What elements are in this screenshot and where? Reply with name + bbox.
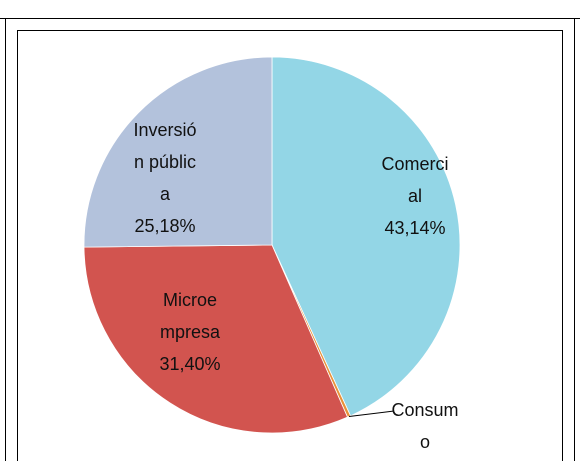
category-label: Consumo	[391, 400, 459, 452]
category-label: Inversión pública	[133, 120, 197, 204]
slice-label: Consumo	[391, 394, 459, 458]
value-label: 25,18%	[134, 216, 196, 236]
pie	[83, 56, 461, 434]
pie-slice	[83, 244, 349, 434]
pie-slice	[271, 56, 461, 417]
pie-slice	[83, 56, 273, 248]
category-label: Microempresa	[159, 290, 221, 342]
value-label: 43,14%	[384, 218, 446, 238]
slice-label: Inversión pública 25,18%	[131, 114, 199, 242]
category-label: Comercial	[381, 154, 449, 206]
slice-label: Comercial 43,14%	[381, 148, 449, 244]
slice-label: Microempresa 31,40%	[156, 284, 224, 380]
value-label: 31,40%	[159, 354, 221, 374]
leader-line	[348, 410, 395, 417]
